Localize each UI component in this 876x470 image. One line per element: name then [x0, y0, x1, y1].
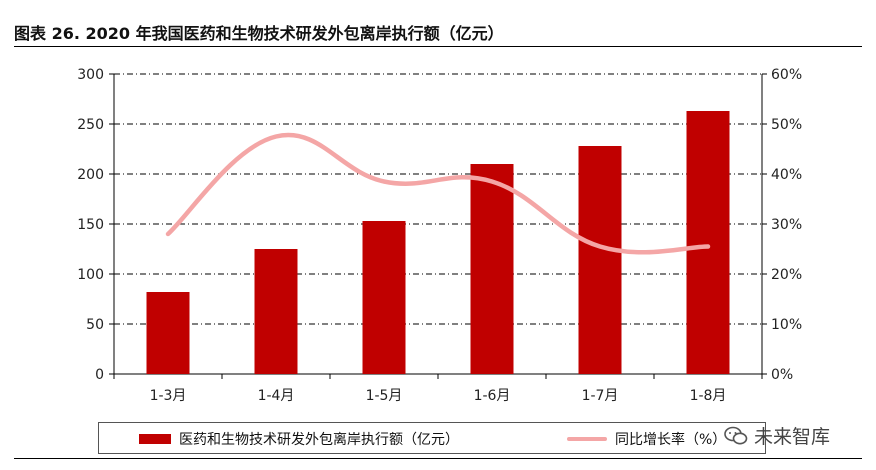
x-tick-label: 1-5月	[366, 388, 403, 404]
growth-rate-line	[165, 132, 711, 255]
title-divider	[14, 46, 862, 47]
legend-label-line: 同比增长率（%）	[615, 432, 727, 448]
watermark-text: 未来智库	[754, 426, 831, 448]
bottom-divider	[14, 458, 862, 459]
y-tick-label-right: 50%	[771, 117, 802, 133]
y-tick-label-left: 300	[77, 67, 104, 83]
y-tick-label-left: 0	[95, 367, 104, 383]
y-tick-label-left: 200	[77, 167, 104, 183]
y-tick-label-left: 50	[86, 317, 104, 333]
y-tick-label-right: 60%	[771, 67, 802, 83]
y-tick-label-right: 20%	[771, 267, 802, 283]
y-tick-label-right: 0%	[771, 367, 793, 383]
y-tick-label-right: 10%	[771, 317, 802, 333]
x-tick-label: 1-7月	[582, 388, 619, 404]
y-tick-label-left: 150	[77, 217, 104, 233]
bar-1-7月	[578, 146, 622, 374]
y-tick-label-right: 40%	[771, 167, 802, 183]
x-tick-label: 1-8月	[690, 388, 727, 404]
y-tick-label-left: 100	[77, 267, 104, 283]
legend-swatch-line	[567, 437, 607, 441]
bar-1-4月	[254, 249, 298, 374]
legend-item-bars: 医药和生物技术研发外包离岸执行额（亿元）	[139, 429, 459, 449]
x-tick-label: 1-3月	[150, 388, 187, 404]
legend-item-line: 同比增长率（%）	[567, 429, 726, 449]
wechat-icon	[724, 426, 748, 444]
x-tick-label: 1-6月	[474, 388, 511, 404]
watermark: 未来智库	[724, 422, 830, 449]
x-tick-label: 1-4月	[258, 388, 295, 404]
y-tick-label-left: 250	[77, 117, 104, 133]
bar-1-3月	[146, 292, 190, 374]
bar-1-5月	[362, 221, 406, 374]
legend: 医药和生物技术研发外包离岸执行额（亿元） 同比增长率（%）	[98, 422, 766, 454]
legend-swatch-bar	[139, 434, 171, 444]
bar-1-8月	[686, 111, 730, 374]
y-tick-label-right: 30%	[771, 217, 802, 233]
page-title: 图表 26. 2020 年我国医药和生物技术研发外包离岸执行额（亿元）	[14, 24, 504, 43]
legend-label-bars: 医药和生物技术研发外包离岸执行额（亿元）	[179, 432, 459, 448]
bar-1-6月	[470, 164, 514, 374]
